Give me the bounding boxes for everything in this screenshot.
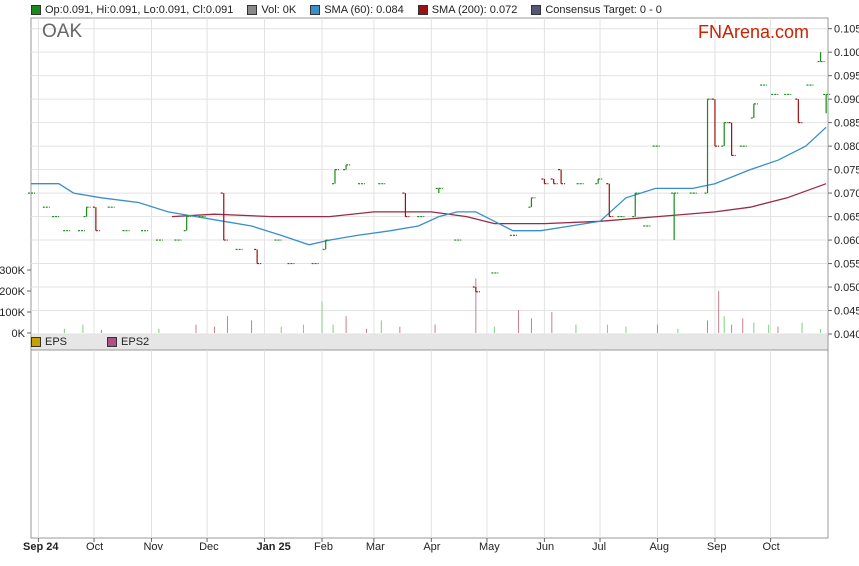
price-panel — [30, 17, 829, 335]
price-tick-label: 0.085 — [834, 118, 859, 130]
x-tick-label: Jan 25 — [257, 541, 291, 553]
legend-sma200: SMA (200): 0.072 — [417, 4, 518, 16]
price-tick-label: 0.045 — [834, 306, 859, 318]
volume-swatch — [247, 5, 258, 15]
sma60-line — [31, 126, 827, 246]
price-tick-label: 0.105 — [834, 24, 859, 36]
price-tick-label: 0.055 — [834, 259, 859, 271]
x-tick-label: Mar — [366, 541, 385, 553]
price-tick-label: 0.050 — [834, 282, 859, 294]
eps2-swatch — [107, 337, 118, 347]
volume-tick-label: 100K — [0, 307, 26, 319]
volume-tick-label: 0K — [12, 328, 26, 340]
eps2-label: EPS2 — [121, 336, 150, 348]
ohlc-swatch — [31, 5, 41, 15]
legend-ohlc: Op:0.091, Hi:0.091, Lo:0.091, Cl:0.091 — [31, 4, 233, 16]
x-tick-label: Feb — [314, 541, 333, 553]
x-tick-label: May — [479, 541, 500, 553]
x-tick-label: Sep 24 — [23, 541, 59, 553]
price-tick-label: 0.080 — [834, 141, 859, 153]
price-tick-label: 0.090 — [834, 94, 859, 106]
volume-label: Vol: 0K — [261, 4, 297, 16]
volume-tick-label: 200K — [0, 286, 26, 298]
legend-volume: Vol: 0K — [247, 4, 296, 16]
x-tick-label: Jun — [536, 541, 554, 553]
x-tick-label: Nov — [143, 541, 163, 553]
brand-logo: FNArena.com — [697, 22, 809, 42]
sma200-swatch — [417, 5, 428, 15]
x-tick-label: Oct — [86, 541, 103, 553]
eps-label: EPS — [45, 336, 68, 348]
price-tick-label: 0.040 — [834, 329, 859, 341]
x-tick-label: Jul — [592, 541, 606, 553]
legend-sma60: SMA (60): 0.084 — [310, 4, 404, 16]
sma60-label: SMA (60): 0.084 — [324, 4, 404, 16]
price-tick-label: 0.075 — [834, 165, 859, 177]
x-tick-label: Apr — [423, 541, 440, 553]
sma200-label: SMA (200): 0.072 — [431, 4, 518, 16]
eps-panel — [30, 349, 829, 539]
price-tick-label: 0.070 — [834, 188, 859, 200]
price-tick-label: 0.065 — [834, 212, 859, 224]
x-tick-label: Sep — [707, 541, 727, 553]
price-tick-label: 0.095 — [834, 71, 859, 83]
price-tick-label: 0.100 — [834, 47, 859, 59]
ticker-symbol: OAK — [42, 21, 83, 42]
x-tick-label: Dec — [199, 541, 219, 553]
sma200-line — [171, 183, 827, 225]
legend-consensus: Consensus Target: 0 - 0 — [531, 4, 662, 16]
price-legend: Op:0.091, Hi:0.091, Lo:0.091, Cl:0.091 V… — [31, 2, 828, 18]
legend-eps: EPS — [31, 336, 67, 348]
sma60-swatch — [310, 5, 321, 15]
ohlc-label: Op:0.091, Hi:0.091, Lo:0.091, Cl:0.091 — [45, 4, 234, 16]
legend-eps2: EPS2 — [107, 336, 149, 348]
eps-legend: EPS EPS2 — [31, 335, 828, 349]
price-tick-label: 0.060 — [834, 235, 859, 247]
eps-swatch — [31, 337, 41, 347]
consensus-label: Consensus Target: 0 - 0 — [545, 4, 662, 16]
volume-tick-label: 300K — [0, 265, 26, 277]
x-tick-label: Oct — [763, 541, 780, 553]
consensus-swatch — [531, 5, 542, 15]
x-tick-label: Aug — [649, 541, 669, 553]
